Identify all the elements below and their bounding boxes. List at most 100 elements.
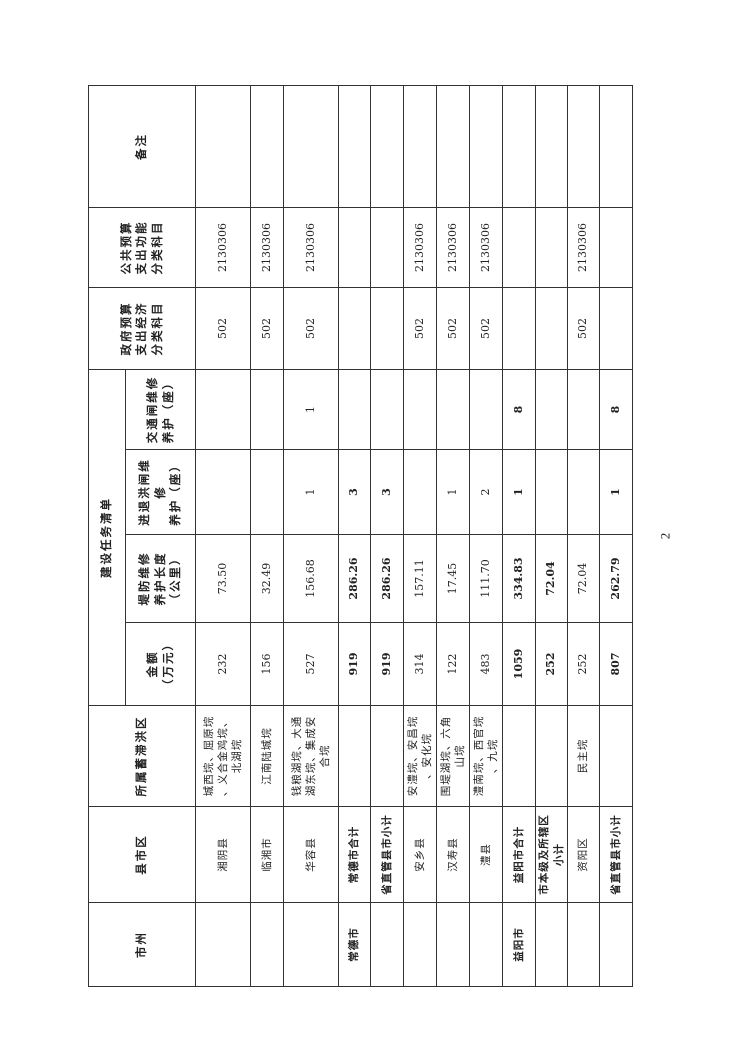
amount-cell: 1059 xyxy=(502,622,536,706)
traffic-gate-cell xyxy=(535,369,568,450)
amount-cell: 156 xyxy=(250,622,284,706)
remark-cell xyxy=(502,85,536,208)
city-cell xyxy=(250,902,284,987)
remark-cell xyxy=(567,85,600,208)
header-gov-econ: 政府预算 支出经济 分类科目 xyxy=(88,287,196,370)
table-row: 常德市 常德市合计 919 286.26 3 xyxy=(338,85,371,987)
flood-area-cell xyxy=(338,705,371,807)
header-sluice: 进退洪闸维修 养护（座） xyxy=(125,449,196,535)
city-cell xyxy=(599,902,633,987)
city-cell xyxy=(535,902,568,987)
county-cell: 省直管县市小计 xyxy=(599,806,633,903)
amount-cell: 314 xyxy=(403,622,437,706)
amount-cell: 483 xyxy=(469,622,503,706)
public-func-cell xyxy=(599,207,633,288)
gov-econ-cell: 502 xyxy=(567,287,600,370)
dike-length-cell: 73.50 xyxy=(195,534,251,623)
flood-area-cell: 江南陆城垸 xyxy=(250,705,284,807)
gov-econ-cell: 502 xyxy=(195,287,251,370)
traffic-gate-cell: 1 xyxy=(283,369,339,450)
dike-length-cell: 72.04 xyxy=(567,534,600,623)
flood-area-cell xyxy=(370,705,404,807)
county-cell: 安乡县 xyxy=(403,806,437,903)
amount-cell: 232 xyxy=(195,622,251,706)
gov-econ-cell: 502 xyxy=(250,287,284,370)
public-func-cell: 2130306 xyxy=(250,207,284,288)
dike-length-cell: 72.04 xyxy=(535,534,568,623)
table-row: 安乡县 安澧垸、安昌垸 、安化垸 314 157.11 502 2130306 xyxy=(403,85,437,987)
county-cell: 汉寿县 xyxy=(436,806,470,903)
sluice-cell xyxy=(195,449,251,535)
table-row: 澧县 澧南垸、西官垸 、九垸 483 111.70 2 502 2130306 xyxy=(469,85,503,987)
flood-area-task-table: 市州 县市区 所属蓄滞洪区 建设任务清单 政府预算 支出经济 分类科目 公共预算… xyxy=(88,85,633,987)
flood-area-cell: 钱粮湖垸、大通 湖东垸、集成安 合垸 xyxy=(283,705,339,807)
county-cell: 市本级及所辖区 小计 xyxy=(535,806,568,903)
sluice-cell: 2 xyxy=(469,449,503,535)
public-func-cell: 2130306 xyxy=(195,207,251,288)
public-func-cell: 2130306 xyxy=(283,207,339,288)
rotated-table-container: 市州 县市区 所属蓄滞洪区 建设任务清单 政府预算 支出经济 分类科目 公共预算… xyxy=(88,85,633,987)
traffic-gate-cell xyxy=(250,369,284,450)
city-cell xyxy=(469,902,503,987)
remark-cell xyxy=(469,85,503,208)
traffic-gate-cell xyxy=(370,369,404,450)
flood-area-cell xyxy=(535,705,568,807)
remark-cell xyxy=(338,85,371,208)
table-row: 益阳市 益阳市合计 1059 334.83 1 8 xyxy=(502,85,536,987)
sluice-cell: 1 xyxy=(436,449,470,535)
public-func-cell xyxy=(338,207,371,288)
dike-length-cell: 157.11 xyxy=(403,534,437,623)
flood-area-cell xyxy=(599,705,633,807)
city-cell xyxy=(436,902,470,987)
table-row: 市本级及所辖区 小计 252 72.04 xyxy=(535,85,568,987)
sluice-cell: 3 xyxy=(338,449,371,535)
dike-length-cell: 17.45 xyxy=(436,534,470,623)
remark-cell xyxy=(535,85,568,208)
county-cell: 益阳市合计 xyxy=(502,806,536,903)
gov-econ-cell: 502 xyxy=(403,287,437,370)
sluice-cell xyxy=(403,449,437,535)
gov-econ-cell xyxy=(502,287,536,370)
amount-cell: 252 xyxy=(535,622,568,706)
traffic-gate-cell xyxy=(436,369,470,450)
city-cell: 常德市 xyxy=(338,902,371,987)
public-func-cell: 2130306 xyxy=(403,207,437,288)
dike-length-cell: 286.26 xyxy=(370,534,404,623)
page-number: 2 xyxy=(657,532,673,540)
header-dike-length: 堤防维修 养护长度 （公里） xyxy=(125,534,196,623)
public-func-cell: 2130306 xyxy=(469,207,503,288)
flood-area-cell: 澧南垸、西官垸 、九垸 xyxy=(469,705,503,807)
traffic-gate-cell xyxy=(195,369,251,450)
sluice-cell: 1 xyxy=(502,449,536,535)
traffic-gate-cell: 8 xyxy=(502,369,536,450)
gov-econ-cell: 502 xyxy=(436,287,470,370)
remark-cell xyxy=(250,85,284,208)
dike-length-cell: 334.83 xyxy=(502,534,536,623)
amount-cell: 252 xyxy=(567,622,600,706)
county-cell: 华容县 xyxy=(283,806,339,903)
table-row: 汉寿县 围堤湖垸、六角 山垸 122 17.45 1 502 2130306 xyxy=(436,85,470,987)
public-func-cell xyxy=(535,207,568,288)
public-func-cell: 2130306 xyxy=(436,207,470,288)
county-cell: 临湘市 xyxy=(250,806,284,903)
gov-econ-cell xyxy=(370,287,404,370)
traffic-gate-cell xyxy=(403,369,437,450)
sluice-cell xyxy=(535,449,568,535)
county-cell: 常德市合计 xyxy=(338,806,371,903)
county-cell: 澧县 xyxy=(469,806,503,903)
header-city: 市州 xyxy=(88,902,196,987)
remark-cell xyxy=(599,85,633,208)
sluice-cell: 1 xyxy=(599,449,633,535)
public-func-cell: 2130306 xyxy=(567,207,600,288)
amount-cell: 527 xyxy=(283,622,339,706)
header-county: 县市区 xyxy=(88,806,196,903)
header-flood-area: 所属蓄滞洪区 xyxy=(88,705,196,807)
dike-length-cell: 32.49 xyxy=(250,534,284,623)
city-cell xyxy=(370,902,404,987)
dike-length-cell: 111.70 xyxy=(469,534,503,623)
amount-cell: 122 xyxy=(436,622,470,706)
traffic-gate-cell: 8 xyxy=(599,369,633,450)
county-cell: 湘阴县 xyxy=(195,806,251,903)
gov-econ-cell: 502 xyxy=(283,287,339,370)
remark-cell xyxy=(195,85,251,208)
